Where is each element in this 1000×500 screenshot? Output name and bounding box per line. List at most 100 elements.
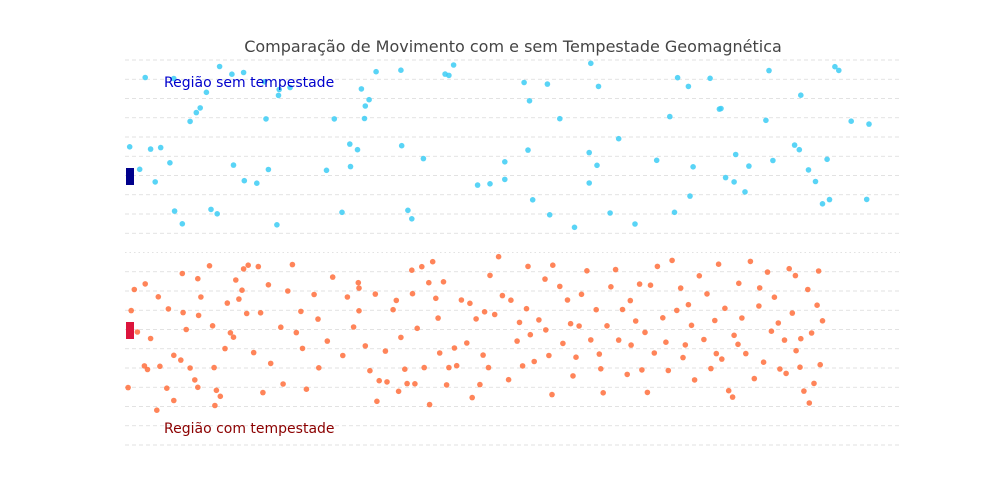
data-point xyxy=(607,210,613,216)
data-point xyxy=(608,284,614,290)
data-point xyxy=(786,265,792,272)
data-point xyxy=(331,116,338,122)
data-point xyxy=(171,397,177,404)
data-point xyxy=(458,297,465,303)
data-point xyxy=(404,380,410,387)
data-point xyxy=(373,68,379,75)
data-point xyxy=(815,268,822,274)
data-point xyxy=(164,385,170,392)
data-point xyxy=(801,388,807,394)
data-point xyxy=(544,81,551,87)
data-point xyxy=(546,212,553,218)
data-point xyxy=(768,328,775,335)
data-point xyxy=(642,329,648,336)
data-point xyxy=(487,181,493,187)
data-point xyxy=(826,196,833,203)
data-point xyxy=(192,377,198,383)
data-point xyxy=(751,375,758,382)
data-point xyxy=(171,208,178,214)
data-point xyxy=(382,348,389,354)
data-point xyxy=(712,317,718,324)
data-point xyxy=(134,329,141,335)
data-point xyxy=(450,62,457,68)
data-point xyxy=(393,297,400,304)
data-point xyxy=(293,329,300,336)
data-point xyxy=(398,334,404,341)
data-point xyxy=(557,283,563,290)
data-point xyxy=(136,166,143,173)
data-point xyxy=(742,189,748,195)
data-point xyxy=(367,367,373,374)
data-point xyxy=(280,381,286,387)
data-point xyxy=(491,311,498,318)
data-point xyxy=(429,258,436,265)
data-point xyxy=(316,365,322,371)
data-point xyxy=(731,332,737,339)
data-point xyxy=(347,163,354,170)
data-point xyxy=(239,287,245,294)
data-point xyxy=(536,317,542,323)
data-point xyxy=(546,352,552,359)
data-point xyxy=(557,115,563,122)
data-point xyxy=(502,176,508,183)
data-point xyxy=(366,96,372,103)
data-point xyxy=(722,174,729,181)
data-point xyxy=(167,160,173,166)
data-point xyxy=(420,155,427,162)
data-point xyxy=(632,221,638,227)
data-point xyxy=(208,206,214,213)
data-point xyxy=(267,360,274,367)
data-point xyxy=(674,307,680,314)
data-point xyxy=(274,222,280,228)
data-point xyxy=(598,366,604,372)
top-region-marker xyxy=(126,168,134,185)
data-point xyxy=(485,364,492,371)
data-point xyxy=(687,193,693,199)
data-point xyxy=(131,286,138,293)
data-point xyxy=(756,303,762,309)
data-point xyxy=(636,281,643,287)
data-point xyxy=(260,389,266,396)
data-point xyxy=(819,201,826,207)
data-point xyxy=(660,315,666,321)
data-point xyxy=(639,367,645,373)
data-point xyxy=(529,197,536,203)
data-point xyxy=(571,224,578,231)
data-point xyxy=(499,292,506,299)
data-point xyxy=(549,391,555,398)
data-point xyxy=(760,359,767,366)
data-point xyxy=(257,310,264,316)
data-point xyxy=(263,116,269,122)
data-point xyxy=(213,387,220,394)
data-point xyxy=(356,308,362,314)
top-region-label: Região sem tempestade xyxy=(164,75,334,91)
data-point xyxy=(481,309,488,315)
data-point xyxy=(743,350,749,357)
data-point xyxy=(584,268,590,274)
data-point xyxy=(340,352,346,359)
data-point xyxy=(781,337,788,343)
data-point xyxy=(729,394,736,400)
data-point xyxy=(674,74,681,81)
data-point xyxy=(814,302,820,309)
data-point xyxy=(275,92,282,99)
chart-title: Comparação de Movimento com e sem Tempes… xyxy=(244,37,782,56)
data-point xyxy=(154,407,160,414)
data-point xyxy=(526,98,533,104)
data-point xyxy=(128,307,134,314)
data-point xyxy=(265,282,272,288)
data-point xyxy=(812,178,819,185)
data-point xyxy=(764,269,771,275)
data-point xyxy=(624,371,630,378)
data-point xyxy=(688,322,695,329)
data-point xyxy=(426,279,432,286)
data-point xyxy=(593,306,599,313)
data-point xyxy=(586,149,592,156)
data-point xyxy=(214,211,220,217)
data-point xyxy=(736,280,742,287)
data-point xyxy=(677,285,684,291)
data-point xyxy=(588,60,594,67)
data-point xyxy=(525,147,531,153)
data-point xyxy=(832,63,838,70)
data-point xyxy=(667,113,673,120)
